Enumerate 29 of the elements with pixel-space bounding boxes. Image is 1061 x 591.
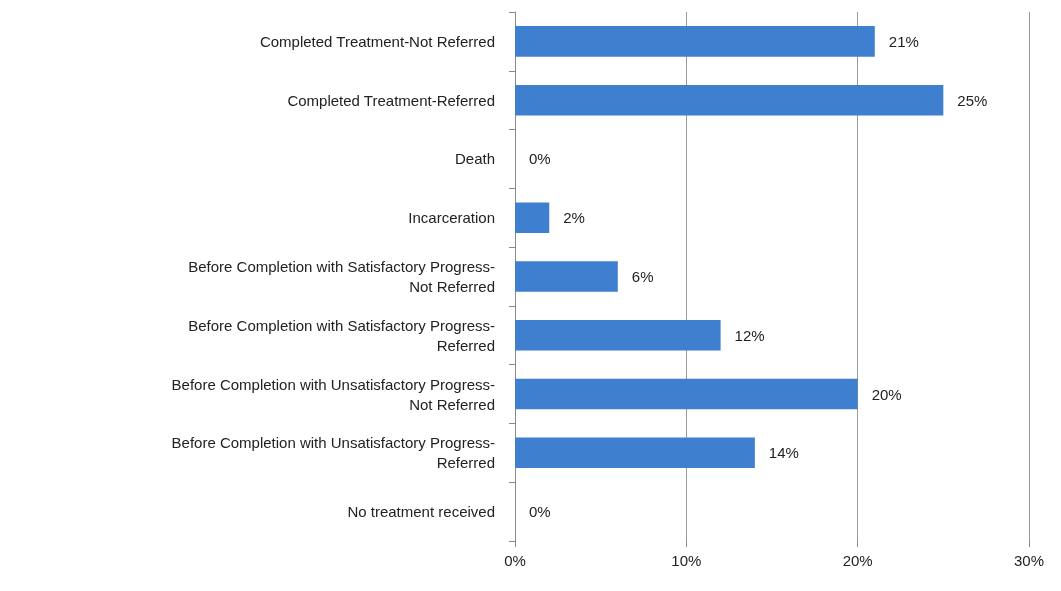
bar [515,26,875,57]
bar [515,378,858,410]
y-tick-label: Before Completion with Satisfactory Progress-Referred [188,316,495,354]
bar [515,202,550,233]
x-tick-label: 30% [1013,552,1045,569]
data-label: 6% [631,268,654,285]
y-tick-label: No treatment received [347,503,495,521]
data-label: 20% [871,385,902,403]
data-label: 2% [563,209,585,227]
y-tick-label: Death [454,150,495,168]
y-tick-label: Completed Treatment-Referred [287,91,495,109]
bar [515,261,618,292]
bar [515,84,944,116]
data-label: 25% [957,91,988,109]
y-tick-label: Before Completion with Unsatisfactory Progress-Not Referred [171,375,495,413]
y-tick-label: Completed Treatment-Not Referred [259,32,495,50]
y-tick-label: Before Completion with Unsatisfactory Progress-Referred [171,434,495,472]
data-label: 21% [888,32,919,50]
bar [515,320,721,351]
x-tick-label: 20% [842,552,873,569]
x-tick-label: 10% [671,552,702,569]
data-label: 0% [529,150,551,168]
data-label: 14% [768,444,799,462]
y-tick-label: Before Completion with Satisfactory Progress-Not Referred [188,258,495,295]
data-label: 12% [734,326,765,344]
data-label: 0% [529,503,551,521]
bar [515,437,755,469]
y-tick-label: Incarceration [408,209,495,227]
x-tick-label: 0% [504,552,526,569]
